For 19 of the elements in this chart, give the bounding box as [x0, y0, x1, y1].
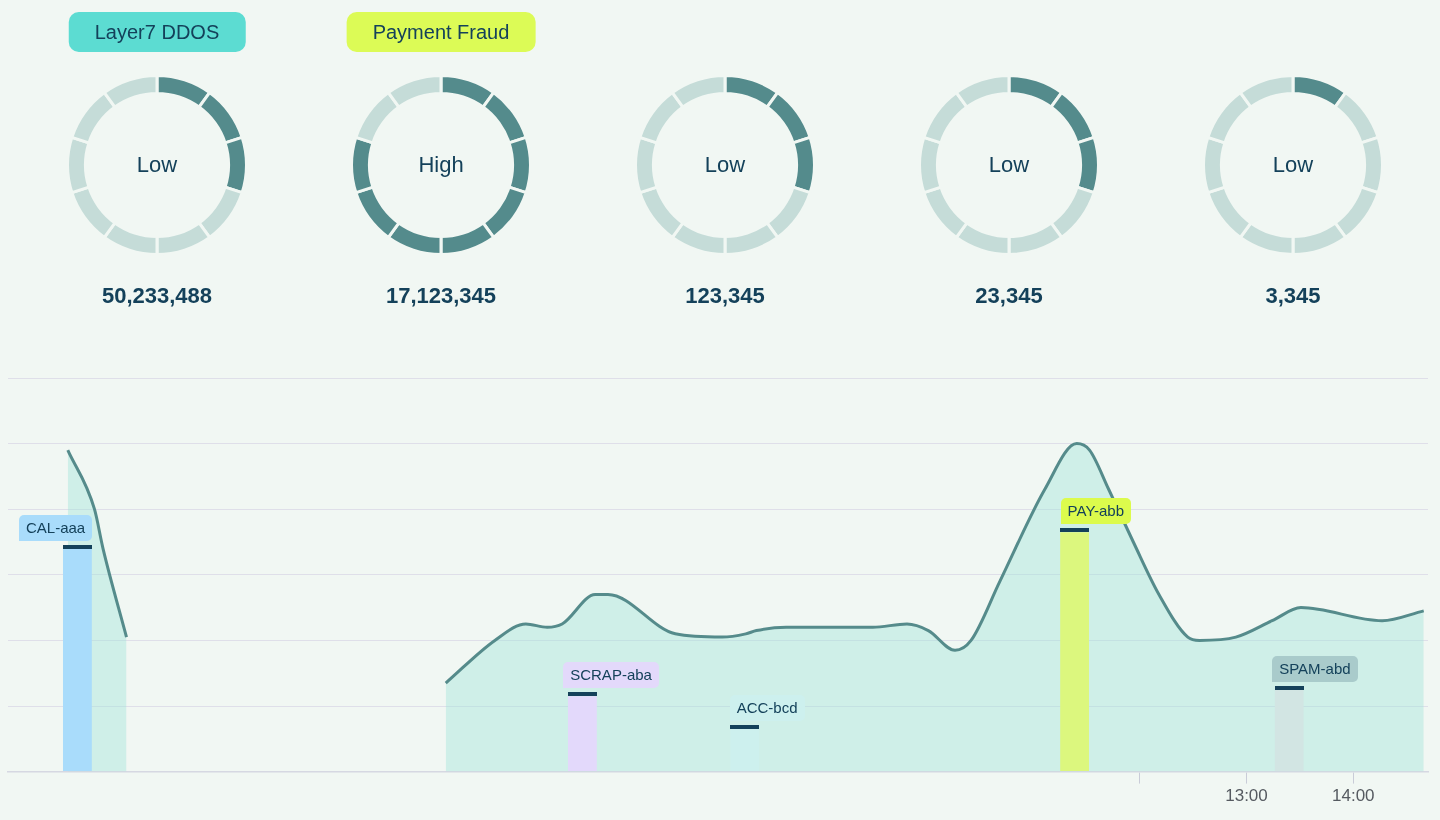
text: 3,345	[1265, 283, 1321, 308]
annotation: ACC-bcd	[736, 698, 798, 716]
chart-title: Payment Fraud	[372, 21, 510, 43]
annotation: SPAM-abd	[1279, 659, 1351, 677]
x-tick-label: 13:00	[1225, 786, 1268, 806]
x-tick-label: 14:00	[1331, 786, 1375, 806]
text: Low	[704, 152, 746, 177]
text: Low	[136, 152, 178, 177]
annotation: PAY-abb	[1067, 502, 1125, 520]
text: 17,123,345	[385, 283, 497, 308]
annotation: SCRAP-aba	[570, 666, 652, 684]
text: 123,345	[685, 283, 765, 308]
text: Low	[1272, 152, 1314, 177]
text: High	[418, 152, 464, 177]
chart-title: Layer7 DDOS	[94, 21, 220, 43]
text: 50,233,488	[101, 283, 213, 308]
annotation: CAL-aaa	[25, 518, 86, 536]
text: 23,345	[975, 283, 1043, 308]
text: Low	[988, 152, 1030, 177]
